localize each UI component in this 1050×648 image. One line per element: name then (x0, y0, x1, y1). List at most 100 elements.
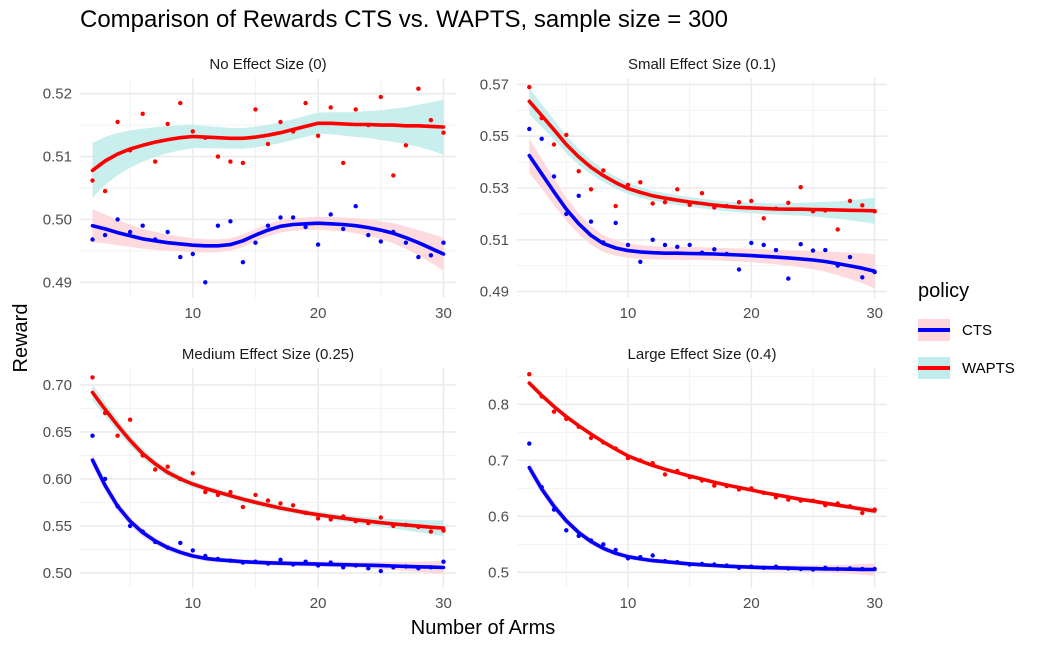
data-point-cts (527, 441, 532, 446)
data-point-wapts (391, 173, 396, 178)
data-point-cts (366, 566, 371, 571)
data-point-wapts (190, 471, 195, 476)
data-point-wapts (773, 206, 779, 211)
chart-title: Comparison of Rewards CTS vs. WAPTS, sam… (80, 6, 728, 33)
data-point-cts (539, 485, 544, 490)
panel-title: No Effect Size (0) (209, 56, 326, 73)
panel-2: Small Effect Size (0.1) 0.49 0.51 0.53 0.55 0… (480, 56, 887, 322)
x-tick-label: 30 (435, 595, 452, 612)
data-point-cts (625, 556, 631, 561)
panel-title: Large Effect Size (0.4) (628, 346, 777, 363)
data-point-wapts (662, 200, 668, 205)
data-point-cts (228, 558, 233, 563)
data-point-wapts (378, 94, 383, 100)
data-point-cts (625, 242, 631, 248)
data-point-wapts (650, 201, 655, 206)
data-point-wapts (872, 209, 877, 214)
data-point-cts (761, 565, 766, 570)
data-point-cts (736, 565, 742, 570)
data-point-wapts (810, 209, 816, 214)
confidence-band-wapts (529, 379, 875, 515)
data-point-cts (650, 553, 655, 558)
data-point-wapts (527, 84, 532, 90)
data-point-wapts (203, 135, 208, 140)
data-point-cts (613, 220, 618, 226)
data-point-cts (127, 523, 133, 529)
smooth-line-wapts (90, 390, 446, 530)
data-point-wapts (303, 510, 308, 515)
data-point-wapts (564, 132, 569, 138)
data-point-wapts (860, 203, 865, 208)
data-point-wapts (564, 416, 569, 422)
data-point-cts (428, 253, 434, 258)
data-point-wapts (576, 169, 581, 174)
data-point-wapts (391, 523, 396, 529)
data-point-cts (102, 476, 108, 482)
data-point-wapts (613, 446, 618, 451)
data-point-wapts (353, 107, 358, 112)
data-point-wapts (687, 475, 692, 480)
data-point-wapts (215, 492, 221, 498)
data-point-cts (551, 507, 557, 512)
x-tick-label: 10 (620, 595, 637, 612)
data-point-wapts (860, 510, 865, 516)
data-point-cts (786, 566, 791, 571)
legend-title: policy (918, 280, 970, 302)
data-point-wapts (341, 514, 346, 519)
data-point-cts (527, 126, 532, 132)
data-point-cts (712, 247, 717, 252)
data-point-wapts (724, 483, 729, 489)
data-point-wapts (90, 375, 95, 380)
data-point-wapts (441, 130, 446, 135)
data-point-wapts (115, 433, 120, 438)
y-tick-label: 0.51 (480, 232, 509, 249)
data-point-cts (278, 557, 283, 562)
data-point-wapts (315, 516, 321, 521)
data-point-wapts (140, 111, 145, 117)
smooth-line-cts (527, 465, 877, 572)
data-point-cts (773, 564, 779, 569)
data-point-cts (675, 244, 680, 249)
data-point-cts (662, 242, 668, 248)
data-point-wapts (798, 498, 803, 503)
y-tick-label: 0.50 (43, 211, 72, 228)
data-point-cts (265, 561, 271, 566)
data-point-wapts (403, 143, 409, 148)
data-point-wapts (228, 159, 233, 164)
legend: policy CTS WAPTS (918, 280, 1015, 387)
data-point-wapts (428, 529, 434, 534)
data-point-wapts (736, 200, 742, 205)
data-point-cts (576, 533, 581, 539)
data-point-cts (798, 242, 803, 247)
data-point-cts (165, 229, 170, 235)
data-point-wapts (539, 115, 544, 121)
x-tick-label: 30 (866, 595, 883, 612)
data-point-wapts (127, 148, 133, 153)
data-point-cts (823, 247, 828, 253)
data-point-cts (773, 247, 779, 253)
legend-label-cts: CTS (962, 321, 992, 339)
data-point-wapts (153, 467, 158, 472)
data-point-wapts (178, 100, 183, 106)
y-tick-label: 0.70 (43, 377, 72, 394)
data-point-cts (303, 559, 308, 564)
data-point-cts (847, 254, 853, 260)
legend-label-wapts: WAPTS (962, 359, 1015, 377)
data-point-cts (638, 555, 643, 560)
y-tick-label: 0.49 (480, 284, 509, 301)
data-point-wapts (366, 122, 371, 128)
confidence-band-cts (529, 138, 875, 289)
y-axis-title: Reward (10, 304, 32, 373)
data-point-wapts (749, 198, 754, 204)
data-point-cts (613, 547, 618, 553)
y-tick-label: 0.49 (43, 274, 72, 291)
panel-title: Medium Effect Size (0.25) (182, 346, 354, 363)
data-point-cts (601, 240, 606, 245)
data-point-wapts (588, 435, 594, 441)
data-point-cts (240, 560, 246, 565)
data-point-wapts (328, 517, 333, 522)
data-point-wapts (638, 180, 643, 185)
data-point-wapts (736, 487, 742, 492)
data-point-wapts (835, 227, 840, 232)
